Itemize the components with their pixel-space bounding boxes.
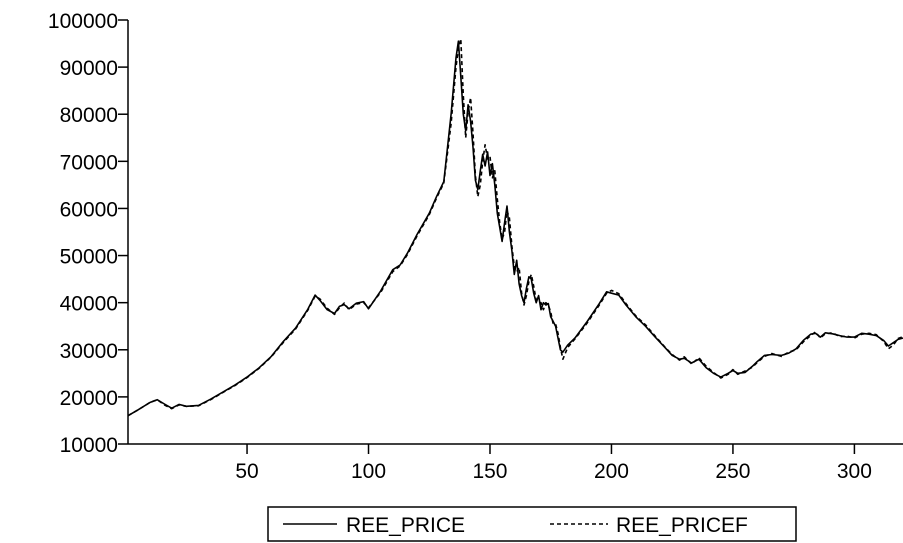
y-tick-label: 70000 bbox=[60, 151, 118, 174]
y-tick-label: 40000 bbox=[60, 293, 118, 316]
legend: REE_PRICE REE_PRICEF bbox=[267, 506, 797, 542]
x-tick-label: 300 bbox=[837, 460, 872, 483]
y-tick-label: 100000 bbox=[48, 10, 118, 33]
legend-label: REE_PRICE bbox=[346, 514, 465, 537]
y-tick-label: 60000 bbox=[60, 198, 118, 221]
y-tick-label: 20000 bbox=[60, 387, 118, 410]
x-tick-label: 200 bbox=[594, 460, 629, 483]
x-tick-label: 100 bbox=[351, 460, 386, 483]
y-tick-label: 10000 bbox=[60, 434, 118, 457]
y-tick-label: 30000 bbox=[60, 340, 118, 363]
legend-box bbox=[267, 506, 797, 542]
x-tick-label: 50 bbox=[235, 460, 258, 483]
x-tick-label: 250 bbox=[715, 460, 750, 483]
series-line-ree-pricef bbox=[127, 38, 903, 417]
x-tick-label: 150 bbox=[472, 460, 507, 483]
series-layer bbox=[127, 38, 903, 417]
y-tick-label: 50000 bbox=[60, 246, 118, 269]
y-tick-label: 90000 bbox=[60, 57, 118, 80]
y-axis: 10000 20000 30000 40000 50000 60000 70000 80000… bbox=[48, 10, 129, 457]
x-axis: 50 100 150 200 250 300 bbox=[128, 443, 903, 483]
y-tick-label: 80000 bbox=[60, 104, 118, 127]
legend-label: REE_PRICEF bbox=[616, 514, 748, 537]
